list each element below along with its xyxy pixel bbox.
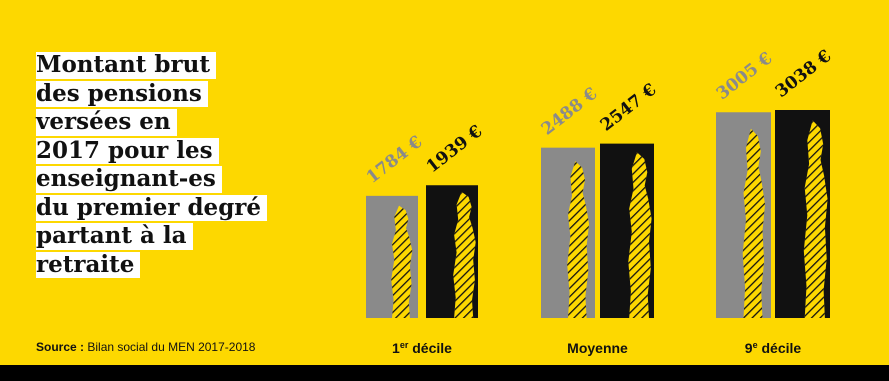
- category-label: Moyenne: [567, 340, 628, 356]
- bar-black-hatch: [803, 120, 828, 319]
- bar-gray-hatch: [567, 161, 590, 318]
- source-text: Bilan social du MEN 2017-2018: [87, 340, 256, 354]
- title-line: versées en: [36, 108, 336, 138]
- value-label-black: 3038 €: [772, 46, 836, 102]
- bar-chart: 1784 €1939 € 1er décile 2488 €2547 € Moyenn…: [363, 46, 836, 356]
- value-label-black: 2547 €: [597, 80, 661, 136]
- bar-gray-hatch: [391, 205, 413, 318]
- title-line: 2017 pour les: [36, 137, 336, 167]
- bar-black-hatch: [453, 191, 476, 318]
- value-label-black: 1939 €: [423, 121, 487, 177]
- bar-gray-hatch: [742, 128, 765, 318]
- bar-black-hatch: [628, 152, 652, 318]
- chart-title: Montant brut des pensions versées en 201…: [36, 51, 336, 281]
- title-line: retraite: [36, 251, 336, 281]
- value-label-gray: 1784 €: [363, 132, 427, 188]
- footer-bar: [0, 365, 889, 381]
- title-line: des pensions: [36, 80, 336, 110]
- source-label: Source :: [36, 340, 85, 354]
- source-note: Source : Bilan social du MEN 2017-2018: [36, 340, 255, 354]
- value-label-gray: 2488 €: [538, 84, 602, 140]
- title-line: du premier degré: [36, 194, 336, 224]
- category-label: 9e décile: [745, 340, 802, 356]
- category-label: 1er décile: [392, 340, 452, 356]
- title-line: enseignant-es: [36, 165, 336, 195]
- title-line: Montant brut: [36, 51, 336, 81]
- value-label-gray: 3005 €: [713, 48, 777, 104]
- title-line: partant à la: [36, 222, 336, 252]
